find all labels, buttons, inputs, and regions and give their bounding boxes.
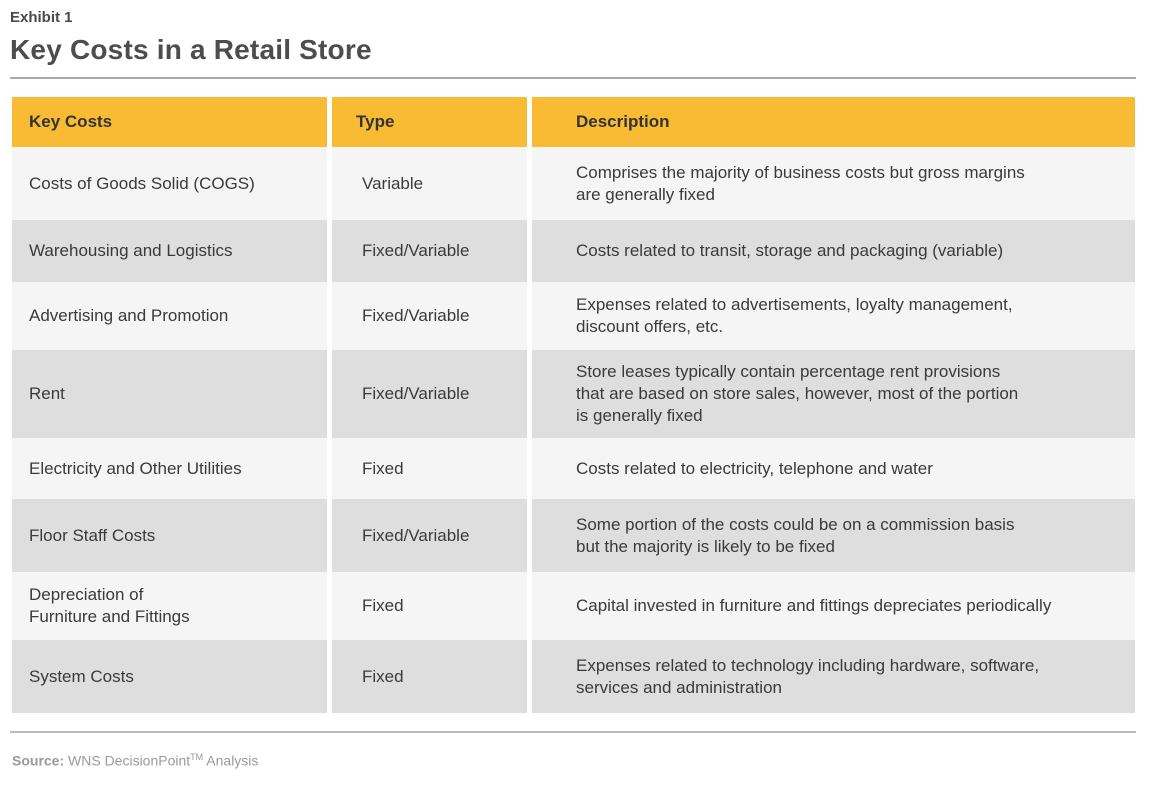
key-cost-label: System Costs (29, 666, 134, 686)
description-text: Costs related to electricity, telephone … (576, 458, 933, 480)
cell-type: Fixed/Variable (332, 350, 527, 438)
description-text: Some portion of the costs could be on a … (576, 514, 1014, 558)
type-label: Fixed/Variable (362, 306, 470, 325)
description-line: Costs related to electricity, telephone … (576, 458, 933, 478)
description-line: Comprises the majority of business costs… (576, 162, 1025, 182)
key-cost-label: Floor Staff Costs (29, 525, 156, 545)
cell-type: Fixed/Variable (332, 499, 527, 572)
table-row: Electricity and Other Utilities Fixed Cost… (12, 438, 1135, 499)
type-label: Variable (362, 173, 424, 193)
cell-description: Store leases typically contain percentag… (532, 350, 1135, 438)
description-line: Store leases typically contain percentag… (576, 362, 1001, 381)
cell-key-cost: Floor Staff Costs (12, 499, 327, 572)
page-title: Key Costs in a Retail Store (10, 34, 372, 65)
exhibit-label: Exhibit 1 (10, 9, 73, 26)
cell-key-cost: Depreciation of Furniture and Fittings (12, 572, 327, 640)
key-cost-label: Advertising and Promotion (29, 306, 229, 325)
description-text: Store leases typically contain percentag… (576, 361, 1018, 427)
cell-type: Fixed/Variable (332, 220, 527, 282)
cell-description: Some portion of the costs could be on a … (532, 499, 1135, 572)
key-cost-label: Rent (29, 384, 65, 403)
cell-description: Capital invested in furniture and fittin… (532, 572, 1135, 640)
cell-description: Costs related to transit, storage and pa… (532, 220, 1135, 282)
cell-description: Expenses related to advertisements, loya… (532, 282, 1135, 350)
cell-type: Fixed (332, 572, 527, 640)
title-divider (10, 77, 1136, 79)
table-row: System Costs Fixed Expenses related to tec… (12, 640, 1135, 713)
description-line: Expenses related to advertisements, loya… (576, 295, 1013, 314)
table-row: Costs of Goods Solid (COGS) Variable Compr… (12, 147, 1135, 220)
table-row: Rent Fixed/Variable Store leases typically… (12, 350, 1135, 438)
key-cost-label: Depreciation of Furniture and Fittings (29, 585, 190, 626)
description-text: Comprises the majority of business costs… (576, 162, 1025, 206)
table-body: Costs of Goods Solid (COGS) Variable Compr… (12, 147, 1135, 713)
cell-key-cost: Advertising and Promotion (12, 282, 327, 350)
type-label: Fixed/Variable (362, 384, 470, 403)
cell-description: Comprises the majority of business costs… (532, 147, 1135, 220)
cell-type: Fixed (332, 640, 527, 713)
description-line: is generally fixed (576, 406, 703, 425)
header-key-costs: Key Costs (12, 97, 327, 147)
description-text: Capital invested in furniture and fittin… (576, 595, 1051, 617)
description-line: Capital invested in furniture and fittin… (576, 596, 1052, 615)
cell-type: Fixed/Variable (332, 282, 527, 350)
trademark-mark: TM (190, 752, 204, 762)
type-label: Fixed/Variable (362, 525, 470, 545)
header-type: Type (332, 97, 527, 147)
source-text: WNS DecisionPoint (68, 752, 191, 769)
source-divider (10, 731, 1136, 733)
description-text: Expenses related to technology including… (576, 655, 1039, 699)
cell-description: Expenses related to technology including… (532, 640, 1135, 713)
key-costs-table: Key Costs Type Description Costs of Good… (12, 97, 1135, 713)
table-row: Warehousing and Logistics Fixed/Variable C… (12, 220, 1135, 282)
description-line: services and administration (576, 677, 782, 697)
type-label: Fixed (362, 666, 404, 686)
key-cost-label: Costs of Goods Solid (COGS) (29, 173, 255, 193)
description-line: Costs related to transit, storage and pa… (576, 241, 1004, 260)
description-line: discount offers, etc. (576, 317, 724, 336)
description-text: Costs related to transit, storage and pa… (576, 240, 1003, 262)
description-line: are generally fixed (576, 184, 715, 204)
key-cost-label: Electricity and Other Utilities (29, 458, 242, 478)
cell-key-cost: System Costs (12, 640, 327, 713)
table-row: Depreciation of Furniture and Fittings Fix… (12, 572, 1135, 640)
table-row: Floor Staff Costs Fixed/Variable Some port… (12, 499, 1135, 572)
description-line: that are based on store sales, however, … (576, 384, 1019, 403)
description-text: Expenses related to advertisements, loya… (576, 294, 1013, 338)
type-label: Fixed (362, 458, 404, 478)
type-label: Fixed (362, 596, 404, 615)
type-label: Fixed/Variable (362, 241, 470, 260)
table-header-row: Key Costs Type Description (12, 97, 1135, 147)
description-line: Expenses related to technology including… (576, 655, 1040, 675)
source-label: Source: (12, 752, 65, 769)
description-line: Some portion of the costs could be on a … (576, 514, 1015, 534)
header-description: Description (532, 97, 1135, 147)
cell-key-cost: Rent (12, 350, 327, 438)
table-row: Advertising and Promotion Fixed/Variable E… (12, 282, 1135, 350)
cell-type: Variable (332, 147, 527, 220)
cell-type: Fixed (332, 438, 527, 499)
cell-key-cost: Electricity and Other Utilities (12, 438, 327, 499)
cell-key-cost: Warehousing and Logistics (12, 220, 327, 282)
key-cost-label: Warehousing and Logistics (29, 241, 233, 260)
description-line: but the majority is likely to be fixed (576, 536, 835, 556)
cell-description: Costs related to electricity, telephone … (532, 438, 1135, 499)
source-suffix: Analysis (203, 752, 259, 769)
source-note: Source: WNS DecisionPointTM Analysis (12, 752, 258, 769)
cell-key-cost: Costs of Goods Solid (COGS) (12, 147, 327, 220)
